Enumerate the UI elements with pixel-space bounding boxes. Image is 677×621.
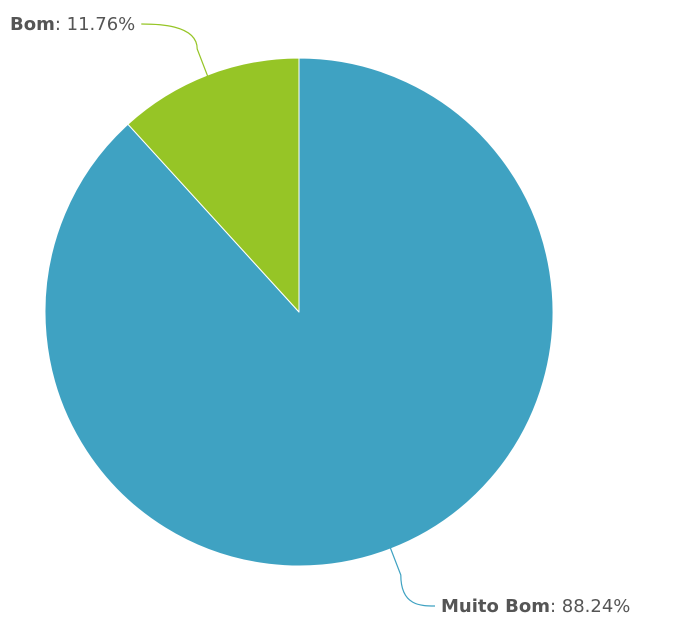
data-label-name: Muito Bom [441,596,550,617]
data-label-bom: Bom: 11.76% [10,14,135,35]
leader-line-bom [141,23,210,80]
leader-line-muito-bom [388,544,436,607]
leader-lines [141,23,436,607]
data-label-separator: : [55,14,67,35]
data-labels: Muito Bom: 88.24% Bom: 11.76% [10,14,630,617]
data-label-muito-bom: Muito Bom: 88.24% [441,596,630,617]
data-label-name: Bom [10,14,55,35]
data-label-value: 11.76% [67,14,136,35]
pie-slices [44,57,554,567]
data-label-separator: : [550,596,562,617]
data-label-value: 88.24% [562,596,631,617]
